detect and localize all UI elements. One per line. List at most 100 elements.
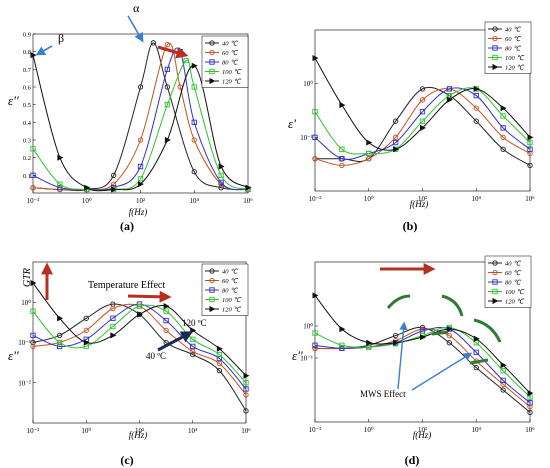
panel-d-point-100	[312, 330, 318, 336]
panel-c-xtick-label: 10²	[135, 427, 144, 435]
panel-d-point-100	[500, 368, 506, 374]
panel-d-point-120	[420, 334, 426, 341]
panel-a-ytick-label: 0.3	[23, 138, 31, 145]
panel-b-point-100	[312, 109, 318, 115]
panel-a-legend: 40 ℃ 60 ℃ 80 ℃ 100 ℃ 120 ℃	[201, 35, 249, 88]
panel-a-point-120	[30, 52, 37, 59]
panel-a-ytick-label: 0.1	[23, 173, 31, 180]
panel-a-legend-label: 100 ℃	[222, 69, 241, 76]
panel-b-legend-label: 80 ℃	[505, 46, 521, 53]
panel-d-point-80	[500, 377, 506, 384]
panel-c-point-60	[243, 392, 249, 398]
panel-a-legend-label: 80 ℃	[222, 60, 238, 67]
panel-a-xtick-label: 10⁴	[190, 197, 200, 205]
panel-d-mws-bracket-1	[386, 294, 411, 309]
panel-b-point-60	[339, 162, 345, 169]
panel-a-beta-arrow	[35, 45, 53, 56]
panel-c-legend-marker	[209, 268, 215, 274]
panel-a-point-120	[84, 184, 91, 191]
panel-b-xlabel: f(Hz)	[410, 199, 429, 209]
panel-b-point-40	[473, 118, 479, 124]
panel-c-point-40	[56, 332, 63, 339]
panel-b-point-40	[527, 162, 533, 169]
panel-d-point-80	[339, 345, 345, 352]
panel-c-point-100	[136, 303, 143, 309]
panel-b-series-line-80	[314, 87, 531, 160]
panel-a-legend-marker	[209, 68, 215, 75]
panel-d-point-40	[392, 332, 399, 339]
panel-c-legend: 40 ℃ 60 ℃ 80 ℃ 100 ℃ 120 ℃	[201, 263, 249, 316]
panel-c-ytick-label: 10⁻²	[18, 379, 31, 387]
panel-d-label: (d)	[405, 453, 420, 467]
panel-c-plot-area: 10⁻² 10⁰ 10² 10⁴ 10⁶ 10⁰ 10⁻¹ 10⁻² 40 ℃ 60 ℃ 80 ℃ 1…	[18, 261, 251, 435]
panel-c-ytick-label: 10⁻¹	[18, 339, 31, 347]
panel-c-xlabel: f(Hz)	[129, 430, 148, 440]
panel-c-point-40	[190, 351, 196, 358]
panel-c-point-80	[216, 355, 223, 362]
panel-b-legend-label: 100 ℃	[505, 55, 524, 62]
panel-d-legend-marker	[492, 269, 498, 276]
panel-a-point-40	[110, 172, 117, 178]
panel-c-legend-marker	[209, 277, 215, 284]
panel-c-xtick-label: 10⁰	[81, 427, 91, 435]
panel-a-point-60	[164, 41, 171, 48]
panel-a-point-60	[137, 137, 144, 143]
panel-c-point-80	[190, 343, 196, 350]
panel-c-point-120	[137, 311, 143, 318]
panel-a-ytick-label: 0.6	[23, 85, 32, 92]
panel-d-point-40	[419, 324, 426, 331]
panel-b-point-60	[312, 156, 318, 162]
panel-c-legend-marker	[209, 305, 216, 313]
panel-c-point-60	[190, 348, 196, 355]
panel-a-point-60	[191, 137, 197, 143]
panel-c-point-80	[56, 343, 63, 350]
panel-d-point-120	[473, 335, 480, 342]
panel-d-xtick-label: 10²	[418, 426, 427, 434]
panel-b-point-60	[500, 134, 506, 140]
panel-b-point-60	[392, 134, 399, 140]
panel-d-point-120	[393, 339, 400, 346]
panel-b-point-120	[366, 139, 373, 146]
panel-d-legend-label: 120 ℃	[505, 299, 524, 306]
panel-c-point-40	[30, 339, 36, 346]
panel-a-point-80	[137, 163, 144, 170]
panel-a: 10⁻² 10⁰ 10² 10⁴ 10⁶ 0.1 0.2 0.3 0.4 0.5 0.6 0.7 0.8…	[8, 1, 253, 233]
panel-c-point-40	[216, 367, 223, 374]
panel-d-point-120	[527, 390, 534, 397]
panel-a-point-40	[164, 84, 171, 90]
panel-a-point-40	[137, 84, 144, 90]
panel-a-point-100	[164, 102, 171, 108]
panel-a-legend-marker	[209, 77, 216, 85]
panel-c-ylabel: ε''	[8, 348, 19, 363]
panel-d-series-line-80	[314, 327, 531, 404]
panel-b-point-120	[527, 134, 534, 141]
panel-a-point-60	[110, 181, 117, 187]
panel-a-point-40	[191, 169, 197, 175]
panel-d-point-120	[312, 292, 319, 299]
panel-d-point-120	[500, 362, 507, 369]
panel-c-point-100	[30, 308, 36, 314]
panel-b-point-120	[393, 146, 400, 153]
panel-c-xtick-label: 10⁻²	[27, 427, 40, 435]
panel-b-point-100	[527, 139, 533, 146]
panel-b-series-line-100	[314, 87, 531, 155]
panel-a-ytick-label: 0.9	[23, 32, 31, 39]
panel-c-legend-marker	[209, 287, 215, 293]
panel-d-plot-area: 10⁻² 10⁰ 10² 10⁴ 10⁶ 10⁰ 10⁻¹ 40 ℃ 60 ℃ 80 ℃ 100 ℃…	[300, 255, 535, 434]
panel-c-point-80	[243, 386, 249, 392]
panel-b-point-100	[500, 113, 506, 119]
panel-b-point-80	[312, 134, 318, 140]
panel-d-legend-marker	[492, 260, 498, 266]
panel-b-point-80	[527, 146, 533, 152]
panel-d-legend-label: 40 ℃	[505, 261, 521, 268]
panel-b-ytick-label: 10⁰	[303, 80, 313, 88]
panel-a-alpha-arrow	[127, 15, 144, 43]
panel-d-point-40	[527, 409, 533, 416]
panel-c-point-60	[163, 327, 169, 334]
panel-b: 10⁻² 10⁰ 10² 10⁴ 10⁶ 10⁰ 10⁻¹ 40 ℃ 60 ℃ 80 ℃ 100 ℃…	[288, 21, 535, 233]
panel-d-legend: 40 ℃ 60 ℃ 80 ℃ 100 ℃ 120 ℃	[484, 255, 532, 308]
panel-a-temp-arrow	[157, 45, 189, 59]
panel-d-ytick-label: 10⁰	[303, 323, 313, 331]
panel-c-point-120	[216, 345, 223, 352]
